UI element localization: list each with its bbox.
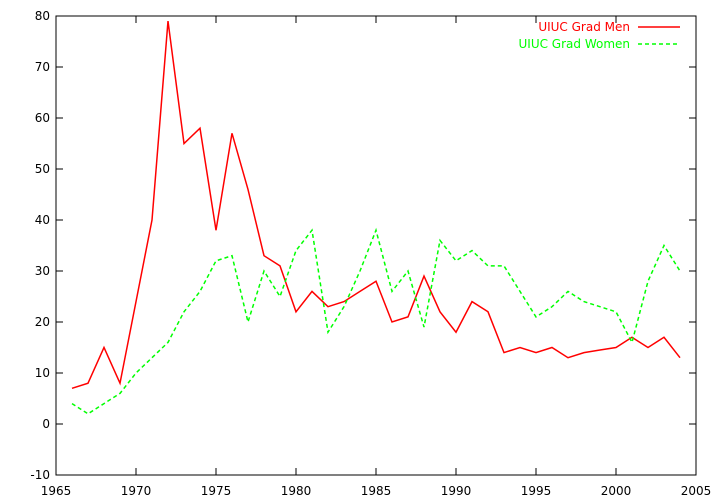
x-tick-label: 1980 bbox=[281, 484, 312, 498]
legend: UIUC Grad Men UIUC Grad Women bbox=[519, 20, 680, 51]
x-tick-label: 1990 bbox=[441, 484, 472, 498]
tick-layer: -10 0 10 20 30 40 50 60 70 80 1965 1970 1975 1980 1985… bbox=[30, 9, 711, 498]
y-tick-label: 70 bbox=[35, 60, 50, 74]
series-line-1 bbox=[71, 21, 681, 390]
series-layer bbox=[71, 21, 681, 415]
series-line-2 bbox=[71, 227, 681, 415]
y-tick-label: 40 bbox=[35, 213, 50, 227]
legend-label-1: UIUC Grad Men bbox=[538, 20, 630, 34]
x-tick-label: 1970 bbox=[121, 484, 152, 498]
y-tick-label: 80 bbox=[35, 9, 50, 23]
x-tick-label: 1965 bbox=[41, 484, 72, 498]
y-tick-label: 10 bbox=[35, 366, 50, 380]
y-tick-label: 30 bbox=[35, 264, 50, 278]
x-tick-label: 1975 bbox=[201, 484, 232, 498]
x-tick-label: 2005 bbox=[681, 484, 712, 498]
x-tick-label: 1995 bbox=[521, 484, 552, 498]
y-tick-label: 20 bbox=[35, 315, 50, 329]
x-tick-label: 2000 bbox=[601, 484, 632, 498]
y-tick-label: 0 bbox=[42, 417, 50, 431]
y-tick-label: 60 bbox=[35, 111, 50, 125]
x-tick-label: 1985 bbox=[361, 484, 392, 498]
y-tick-label: -10 bbox=[30, 468, 50, 482]
y-tick-label: 50 bbox=[35, 162, 50, 176]
legend-label-2: UIUC Grad Women bbox=[519, 37, 631, 51]
plot-frame bbox=[55, 15, 697, 476]
